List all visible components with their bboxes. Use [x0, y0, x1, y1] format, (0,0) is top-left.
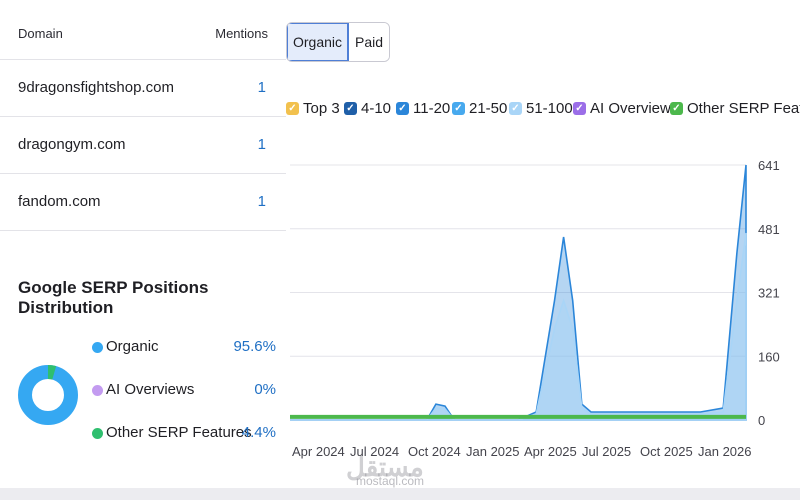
distribution-title: Google SERP Positions Distribution	[18, 278, 209, 317]
table-row: 9dragonsfightshop.com 1	[0, 60, 286, 117]
legend-item-ai-overviews: AI Overviews 0%	[92, 381, 276, 424]
legend-value[interactable]: 0%	[254, 381, 276, 398]
checkbox-checked-icon[interactable]: ✓	[670, 102, 683, 115]
table-row: fandom.com 1	[0, 174, 286, 231]
other-serp-dot-icon	[92, 428, 103, 439]
legend-label: AI Overviews	[106, 381, 195, 398]
x-tick-label: Jul 2024	[350, 444, 399, 459]
filter-label: Other SERP Features	[687, 100, 800, 117]
legend-item-other-serp: Other SERP Features 4.4%	[92, 424, 276, 467]
legend-label: Organic	[106, 338, 159, 355]
y-tick-label: 160	[758, 349, 780, 364]
series-area-11-20	[290, 164, 747, 421]
filter-label: 21-50	[469, 100, 508, 117]
legend-item-organic: Organic 95.6%	[92, 338, 276, 381]
filter-label: 11-20	[413, 100, 451, 117]
filter-label: AI Overviews	[590, 100, 679, 117]
domains-table-header: Domain Mentions	[0, 14, 286, 60]
left-column: Domain Mentions 9dragonsfightshop.com 1 …	[0, 0, 286, 488]
filter-label: 4-10	[361, 100, 392, 117]
mentions-count[interactable]: 1	[257, 193, 266, 210]
checkbox-checked-icon[interactable]: ✓	[344, 102, 357, 115]
filter-label: Top 3	[303, 100, 340, 117]
position-filters: ✓ Top 3 ✓ 4-10 ✓ 11-20 ✓ 21-50 ✓ 51-100 …	[286, 99, 800, 121]
table-row: dragongym.com 1	[0, 117, 286, 174]
series-area-51-100	[290, 232, 747, 421]
tab-organic[interactable]: Organic	[287, 23, 350, 61]
x-tick-label: Oct 2025	[640, 444, 693, 459]
checkbox-checked-icon[interactable]: ✓	[286, 102, 299, 115]
donut-slice-other-serp[interactable]	[47, 365, 57, 380]
checkbox-checked-icon[interactable]: ✓	[396, 102, 409, 115]
column-header-mentions[interactable]: Mentions	[215, 26, 268, 41]
y-tick-label: 641	[758, 158, 780, 173]
distribution-donut	[18, 365, 78, 425]
serp-panel: Domain Mentions 9dragonsfightshop.com 1 …	[0, 0, 800, 488]
positions-chart[interactable]: 641 481 321 160 0 Apr 2024 Jul 2024 Oct 2024 Jan…	[286, 150, 800, 468]
checkbox-checked-icon[interactable]: ✓	[573, 102, 586, 115]
x-tick-label: Apr 2025	[524, 444, 577, 459]
x-tick-label: Jan 2026	[698, 444, 752, 459]
column-header-domain[interactable]: Domain	[18, 26, 63, 41]
tab-paid[interactable]: Paid	[349, 23, 390, 61]
x-tick-label: Jul 2025	[582, 444, 631, 459]
organic-dot-icon	[92, 342, 103, 353]
domain-name: fandom.com	[18, 193, 101, 210]
checkbox-checked-icon[interactable]: ✓	[452, 102, 465, 115]
domain-name: dragongym.com	[18, 136, 126, 153]
watermark-site: mostaql.com	[356, 474, 425, 488]
x-tick-label: Jan 2025	[466, 444, 520, 459]
y-tick-label: 321	[758, 286, 780, 301]
distribution-legend: Organic 95.6% AI Overviews 0% Other SERP…	[92, 338, 276, 467]
filter-label: 51-100	[526, 100, 573, 117]
y-tick-label: 481	[758, 222, 780, 237]
legend-value[interactable]: 4.4%	[241, 424, 276, 441]
legend-label: Other SERP Features	[106, 424, 252, 441]
ai-overviews-dot-icon	[92, 385, 103, 396]
mentions-count[interactable]: 1	[257, 79, 266, 96]
checkbox-checked-icon[interactable]: ✓	[509, 102, 522, 115]
domain-name: 9dragonsfightshop.com	[18, 79, 174, 96]
x-tick-label: Apr 2024	[292, 444, 345, 459]
mentions-count[interactable]: 1	[257, 136, 266, 153]
y-tick-label: 0	[758, 413, 765, 428]
x-tick-label: Oct 2024	[408, 444, 461, 459]
watermark-logo: مستقل	[346, 452, 424, 482]
legend-value[interactable]: 95.6%	[233, 338, 276, 355]
type-tabs: Organic Paid	[286, 22, 391, 62]
